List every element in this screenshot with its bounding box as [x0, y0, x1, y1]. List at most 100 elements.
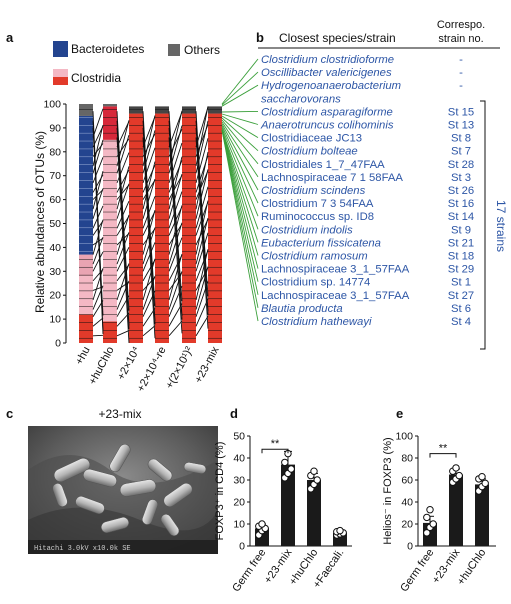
panel-a-x-labels: +hu+huChlo+2×10⁴+2×10⁴-re+(2×10¹)²+23-mi… — [73, 344, 222, 394]
strain-id: St 6 — [451, 303, 471, 315]
species-name: Clostridium hathewayi — [261, 316, 372, 328]
connector-band — [116, 263, 130, 301]
connector-band — [92, 236, 104, 265]
species-connector — [221, 119, 259, 165]
connector-band — [92, 251, 104, 272]
col-header-strain-line2: strain no. — [438, 33, 483, 45]
species-connector — [221, 121, 259, 178]
panel-a-y-axis-label: Relative abundances of OTUs (%) — [33, 131, 47, 313]
data-point — [313, 476, 321, 484]
bacterium-rod — [183, 462, 207, 474]
bar-hu-clostridia-pink2 — [79, 254, 93, 277]
species-name: Blautia producta — [261, 303, 343, 315]
data-point — [423, 529, 431, 537]
species-name: saccharovorans — [261, 93, 341, 105]
x-label-2: +2×10⁴ — [115, 345, 143, 383]
connector-band — [92, 157, 104, 184]
y-tick-label: 40 — [233, 453, 245, 465]
legend-label-others: Others — [184, 43, 220, 57]
species-connector — [221, 129, 259, 282]
strains-bracket — [480, 100, 486, 350]
y-tick-label: 40 — [401, 497, 413, 509]
y-tick-label: 60 — [401, 475, 413, 487]
species-name: Clostridium clostridioforme — [261, 54, 394, 66]
data-point — [426, 506, 434, 514]
legend-swatch-bacteroidetes — [53, 41, 68, 57]
connector-band — [195, 232, 209, 272]
y-tick-label: 100 — [43, 99, 61, 111]
connector-band — [168, 160, 183, 193]
species-connector — [221, 123, 259, 191]
data-point — [452, 464, 460, 472]
strain-id: - — [459, 80, 463, 92]
y-tick-label: 70 — [49, 170, 61, 182]
strain-id: St 14 — [448, 211, 474, 223]
bar-23mix — [449, 474, 463, 546]
bar-hu-bacteroidetes — [79, 115, 93, 255]
strain-id: St 28 — [448, 159, 474, 171]
species-connector — [221, 129, 259, 322]
connector-band — [142, 111, 156, 325]
species-name: Clostridium 7 3 54FAA — [261, 198, 374, 210]
strain-id: St 27 — [448, 290, 474, 302]
connector-band — [142, 259, 156, 282]
connector-band — [142, 227, 156, 265]
species-name: Lachnospiraceae 7 1 58FAA — [261, 172, 403, 184]
species-name: Clostridium asparagiforme — [261, 106, 393, 118]
connector-band — [116, 137, 130, 343]
y-tick-label: 0 — [55, 338, 61, 350]
species-name: Lachnospiraceae 3_1_57FAA — [261, 290, 410, 302]
connector-band — [116, 232, 130, 265]
bar-5-others — [208, 106, 222, 114]
connector-band — [92, 188, 104, 219]
connector-band — [195, 170, 209, 200]
strain-id: St 7 — [451, 146, 471, 158]
bacterium-rod — [53, 457, 91, 483]
species-name: Oscillibacter valericigenes — [261, 67, 392, 79]
y-tick-label: 10 — [233, 519, 245, 531]
species-connector — [221, 71, 259, 106]
data-point — [310, 467, 318, 475]
significance-stars: ** — [439, 443, 448, 455]
bar-23mix — [281, 464, 295, 546]
strain-id: St 3 — [451, 172, 471, 184]
species-connector — [221, 129, 259, 269]
species-name: Anaerotruncus colihominis — [260, 120, 394, 132]
connector-band — [116, 183, 130, 219]
data-point — [281, 458, 289, 467]
connector-band — [168, 253, 183, 301]
data-point — [455, 471, 463, 480]
species-connector — [221, 125, 259, 204]
bar-4-clostridia — [182, 113, 196, 343]
species-name: Clostridium bolteae — [261, 146, 358, 158]
y-tick-label: 100 — [395, 431, 413, 443]
legend-swatch-others — [168, 44, 180, 56]
connector-band — [168, 175, 183, 200]
species-connector — [221, 127, 259, 217]
bar-2-others — [129, 106, 143, 114]
y-tick-label: 60 — [49, 194, 61, 206]
bar-huchlo-others — [103, 104, 117, 107]
connector-band — [142, 179, 156, 200]
y-tick-label: 10 — [49, 314, 61, 326]
connector-band — [92, 269, 104, 282]
species-connector — [221, 129, 259, 256]
strain-id: St 16 — [448, 198, 474, 210]
data-point — [423, 513, 431, 522]
y-tick-label: 80 — [401, 453, 413, 465]
legend-swatch-clostridia — [53, 77, 68, 85]
species-name: Hydrogenoanaerobacterium — [261, 80, 401, 92]
y-tick-label: 80 — [49, 146, 61, 158]
connector-band — [195, 111, 209, 315]
x-label-0: +hu — [73, 345, 92, 367]
strain-id: St 8 — [451, 133, 471, 145]
bar-2-clostridia — [129, 113, 143, 343]
bar-huchlo — [475, 484, 489, 546]
bacterium-rod — [109, 444, 131, 472]
y-tick-label: 50 — [233, 431, 245, 443]
bar-hu-clostridia-pink — [79, 276, 93, 315]
connector-band — [168, 174, 183, 219]
panel-b-letter: b — [256, 30, 264, 45]
y-axis-label: FOXP3⁺ in CD4 (%) — [214, 442, 226, 541]
